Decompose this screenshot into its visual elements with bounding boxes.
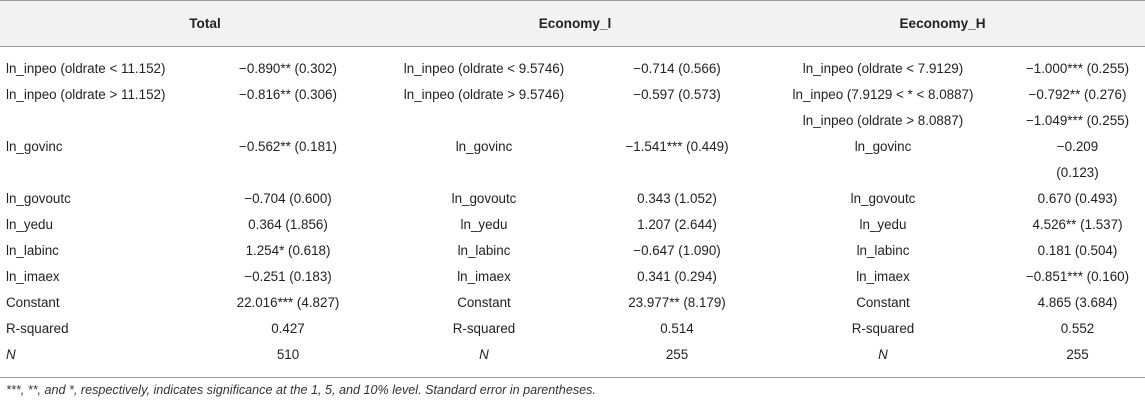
- table-cell-value-total: −0.704 (0.600): [244, 191, 332, 206]
- table-cell-variable-total: ln_inpeo (oldrate > 11.152): [6, 87, 166, 102]
- table-cell-value-total: 0.427: [271, 321, 305, 336]
- table-cell-value-economy-l: 255: [665, 347, 689, 362]
- table-cell-variable-economy-h: ln_yedu: [859, 217, 907, 232]
- table-cell-variable-economy-h: ln_inpeo (7.9129 < * < 8.0887): [792, 87, 974, 102]
- table-cell-variable-economy-l: ln_labinc: [457, 243, 511, 258]
- table-cell-value-economy-h: 4.865 (3.684): [1037, 295, 1118, 310]
- table-cell-variable-economy-l: ln_imaex: [457, 269, 511, 284]
- table-cell-value-economy-l: 1.207 (2.644): [637, 217, 717, 232]
- table-cell-value-economy-h: 4.526** (1.537): [1032, 217, 1123, 232]
- table-cell-value-economy-h: −0.851*** (0.160): [1025, 269, 1130, 284]
- table-cell-value-economy-l: −0.714 (0.566): [633, 61, 721, 76]
- table-cell-variable-total: N: [6, 347, 16, 362]
- table-cell-variable-economy-h: ln_labinc: [856, 243, 910, 258]
- table-cell-value-economy-l: −1.541*** (0.449): [625, 139, 729, 154]
- table-cell-value-total: −0.816** (0.306): [239, 87, 337, 102]
- table-cell-variable-total: Constant: [6, 295, 60, 310]
- table-cell-value-economy-h: −0.209: [1056, 139, 1099, 154]
- table-cell-variable-total: ln_inpeo (oldrate < 11.152): [6, 61, 166, 76]
- table-cell-value-total: 22.016*** (4.827): [236, 295, 340, 310]
- table-cell-value-total: −0.251 (0.183): [244, 269, 332, 284]
- table-cell-value-total: −0.562** (0.181): [239, 139, 337, 154]
- table-cell-variable-total: ln_govinc: [6, 139, 63, 154]
- table-cell-value-economy-h: 255: [1066, 347, 1089, 362]
- table-cell-variable-economy-l: [370, 109, 598, 133]
- table-cell-value-total: 510: [276, 347, 300, 362]
- table-cell-variable-economy-h: ln_inpeo (oldrate < 7.9129): [802, 61, 964, 76]
- table-cell-value-economy-h: 0.181 (0.504): [1037, 243, 1118, 258]
- table-cell-variable-economy-h: [756, 161, 1010, 185]
- header-economy-h: Eeconomy_H: [899, 16, 986, 31]
- table-cell-variable-total: ln_yedu: [6, 217, 53, 232]
- table-cell-variable-total: [6, 161, 206, 185]
- header-total: Total: [189, 16, 221, 31]
- table-cell-variable-economy-h: ln_govoutc: [850, 191, 916, 206]
- table-cell-variable-economy-h: R-squared: [851, 321, 915, 336]
- table-cell-value-economy-l: 23.977** (8.179): [628, 295, 726, 310]
- table-cell-variable-total: ln_imaex: [6, 269, 60, 284]
- table-cell-value-economy-h: (0.123): [1056, 165, 1099, 180]
- table-cell-variable-economy-h: ln_govinc: [854, 139, 912, 154]
- table-cell-value-economy-l: 0.343 (1.052): [637, 191, 717, 206]
- table-cell-value-economy-l: [598, 109, 756, 133]
- table-cell-variable-economy-l: [370, 161, 598, 185]
- table-cell-variable-economy-l: ln_yedu: [460, 217, 508, 232]
- table-cell-variable-economy-l: ln_inpeo (oldrate < 9.5746): [403, 61, 565, 76]
- table-cell-variable-economy-l: ln_govinc: [455, 139, 513, 154]
- table-cell-value-total: [206, 161, 370, 185]
- table-header: Total Economy_l Eeconomy_H: [0, 0, 1145, 47]
- table-cell-value-economy-h: −1.049*** (0.255): [1025, 113, 1130, 128]
- table-cell-value-economy-h: −1.000*** (0.255): [1025, 61, 1130, 76]
- table-cell-value-total: 1.254* (0.618): [245, 243, 331, 258]
- table-cell-value-economy-l: −0.597 (0.573): [633, 87, 721, 102]
- table-cell-value-economy-h: 0.552: [1060, 321, 1095, 336]
- table-cell-variable-economy-h: N: [878, 347, 888, 362]
- table-cell-value-total: 0.364 (1.856): [248, 217, 328, 232]
- table-cell-variable-economy-l: R-squared: [452, 321, 516, 336]
- table-cell-variable-economy-h: Constant: [856, 295, 910, 310]
- table-cell-variable-economy-h: ln_imaex: [856, 269, 910, 284]
- table-footnote: ***, **, and *, respectively, indicates …: [6, 383, 596, 397]
- table-cell-value-economy-h: 0.670 (0.493): [1037, 191, 1118, 206]
- table-cell-variable-total: ln_govoutc: [6, 191, 71, 206]
- table-cell-variable-total: R-squared: [6, 321, 69, 336]
- table-cell-value-economy-l: 0.514: [660, 321, 694, 336]
- table-cell-value-economy-h: −0.792** (0.276): [1028, 87, 1127, 102]
- table-bottom-rule: [0, 377, 1145, 378]
- table-cell-variable-economy-l: Constant: [457, 295, 511, 310]
- table-cell-variable-economy-l: N: [479, 347, 489, 362]
- table-cell-value-economy-l: 0.341 (0.294): [637, 269, 717, 284]
- table-cell-variable-economy-h: ln_inpeo (oldrate > 8.0887): [802, 113, 964, 128]
- table-cell-value-total: −0.890** (0.302): [239, 61, 337, 76]
- table-cell-value-total: [206, 109, 370, 133]
- table-cell-value-economy-l: −0.647 (1.090): [633, 243, 721, 258]
- table-cell-variable-total: ln_labinc: [6, 243, 59, 258]
- table-cell-value-economy-l: [598, 161, 756, 185]
- table-cell-variable-economy-l: ln_govoutc: [451, 191, 517, 206]
- table-cell-variable-economy-l: ln_inpeo (oldrate > 9.5746): [403, 87, 565, 102]
- table-cell-variable-total: [6, 109, 206, 133]
- header-economy-l: Economy_l: [538, 16, 612, 31]
